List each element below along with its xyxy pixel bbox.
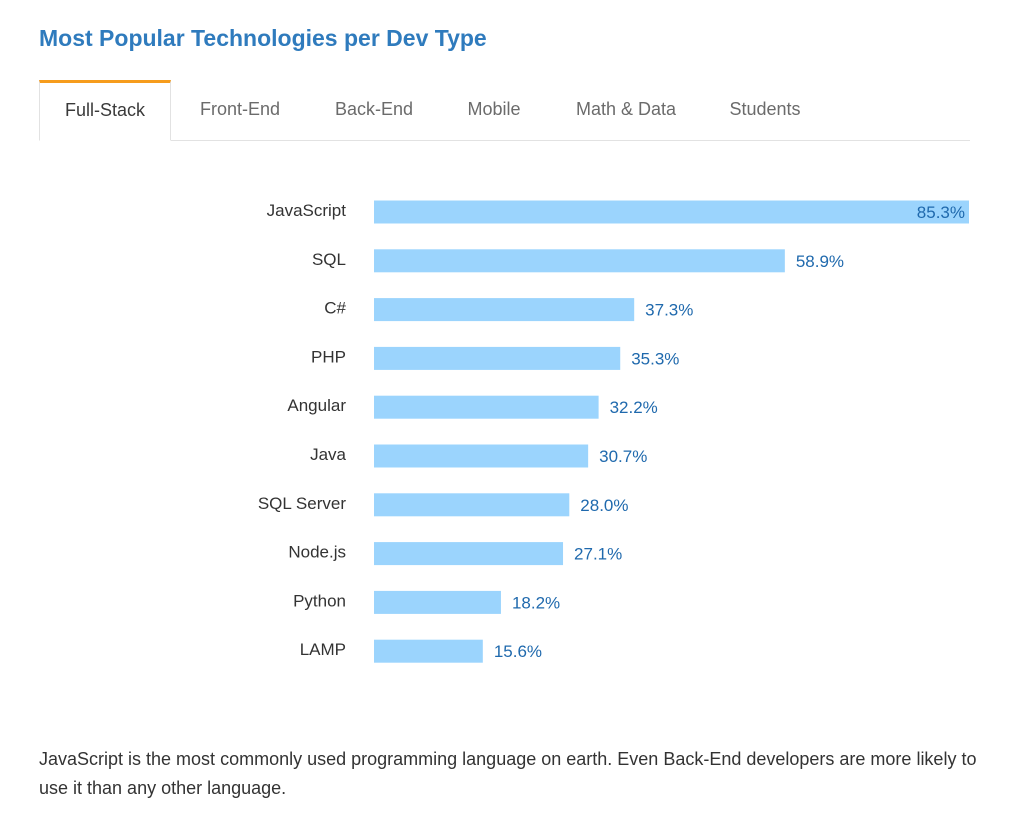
category-label: C# <box>324 299 346 318</box>
tab-front-end[interactable]: Front-End <box>199 99 281 119</box>
category-label: JavaScript <box>267 201 347 220</box>
bar <box>374 200 969 224</box>
chart-note: JavaScript is the most commonly used pro… <box>39 749 977 798</box>
category-label: Angular <box>287 396 346 415</box>
bar <box>374 346 621 370</box>
category-label: PHP <box>311 347 346 366</box>
value-label: 30.7% <box>599 447 647 466</box>
value-label: 32.2% <box>610 398 658 417</box>
bar <box>374 639 483 663</box>
value-label: 35.3% <box>631 349 679 368</box>
bar <box>374 298 635 322</box>
dev-type-tabs: Full-Stack Front-End Back-End Mobile Mat… <box>39 80 970 141</box>
category-label: Java <box>310 445 346 464</box>
bar <box>374 590 501 614</box>
value-label: 28.0% <box>580 496 628 515</box>
category-label: SQL <box>312 250 346 269</box>
value-label: 85.3% <box>917 203 965 222</box>
bar <box>374 493 570 517</box>
bar <box>374 444 589 468</box>
tab-students[interactable]: Students <box>729 99 801 119</box>
bar <box>374 542 564 566</box>
tab-back-end[interactable]: Back-End <box>334 99 414 119</box>
bar <box>374 249 785 273</box>
tab-full-stack[interactable]: Full-Stack <box>39 80 171 141</box>
category-label: Node.js <box>288 543 346 562</box>
value-label: 15.6% <box>494 642 542 661</box>
value-label: 18.2% <box>512 593 560 612</box>
value-label: 27.1% <box>574 545 622 564</box>
page-title: Most Popular Technologies per Dev Type <box>39 25 487 51</box>
bar <box>374 395 599 419</box>
tab-math-data[interactable]: Math & Data <box>575 99 677 119</box>
value-label: 37.3% <box>645 301 693 320</box>
tab-mobile[interactable]: Mobile <box>467 99 521 119</box>
category-label: LAMP <box>300 640 346 659</box>
category-label: SQL Server <box>258 494 347 513</box>
value-label: 58.9% <box>796 252 844 271</box>
category-label: Python <box>293 591 346 610</box>
bar-chart: JavaScript 85.3% SQL 58.9% C# 37.3% PHP 35.3% An… <box>258 200 969 663</box>
